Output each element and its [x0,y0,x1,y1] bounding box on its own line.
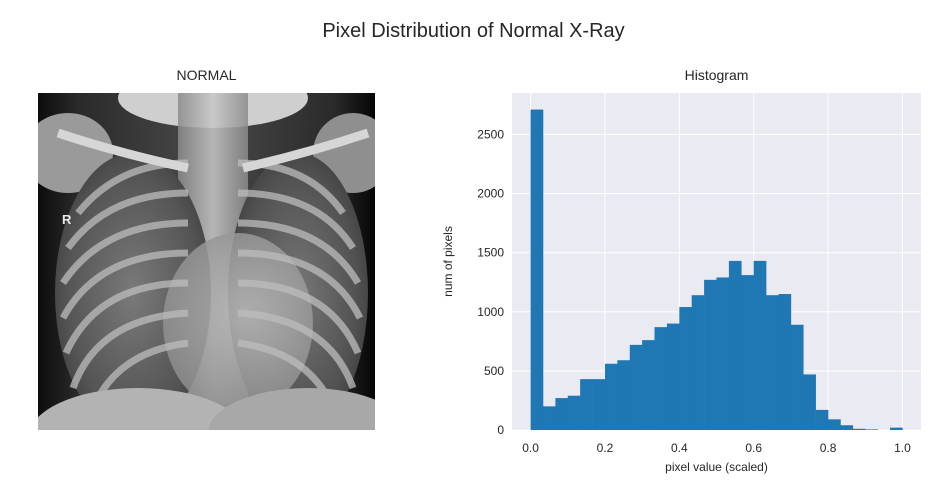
histogram-bar [840,425,854,430]
histogram-bar [852,428,866,430]
histogram-bar [691,295,705,430]
tick-labels: 0.0 0.2 0.4 0.6 0.8 1.0 0 500 1000 1500 2000 2500 [477,127,911,455]
histogram-bar [865,429,878,430]
histogram-bars [530,109,903,430]
y-tick-label: 1000 [477,305,504,319]
chest-xray-image: R [23,68,408,488]
histogram-bar [815,409,829,430]
image-panel-title: NORMAL [176,67,237,83]
histogram-bar [666,323,680,430]
figure-suptitle: Pixel Distribution of Normal X-Ray [322,20,625,42]
histogram-bar [617,360,631,430]
histogram-bar [704,279,717,430]
histogram-bar [716,277,730,430]
histogram-bar [542,406,556,430]
y-axis-label: num of pixels [441,226,455,297]
y-tick-label: 2500 [477,127,504,141]
x-tick-label: 1.0 [894,441,911,455]
histogram-bar [654,327,668,430]
y-tick-label: 500 [484,364,504,378]
histogram-bar [592,379,606,430]
histogram-bar [803,374,816,430]
x-tick-label: 0.2 [597,441,614,455]
x-axis-label: pixel value (scaled) [665,460,768,474]
histogram-bar [890,427,903,430]
histogram-bar [580,379,593,430]
histogram-bar [567,395,581,430]
histogram-bar [629,344,643,430]
histogram-bar [555,398,569,430]
histogram-bar [530,109,544,430]
histogram-bar [741,275,754,430]
chest-xray-drawing: R [23,68,408,488]
histogram-bar [828,419,841,430]
histogram-bar [604,363,618,430]
y-tick-label: 0 [497,423,504,437]
histogram-bar [778,294,792,430]
y-tick-label: 2000 [477,187,504,201]
x-tick-label: 0.4 [671,441,688,455]
x-tick-label: 0.0 [522,441,539,455]
y-tick-label: 1500 [477,246,504,260]
histogram-bar [728,260,742,430]
histogram-bar [766,295,779,430]
histogram-bar [753,260,767,430]
histogram-bar [642,340,655,430]
histogram-bar [679,307,692,430]
histogram-bar [790,324,804,430]
xray-side-marker: R [62,212,72,227]
x-tick-label: 0.6 [745,441,762,455]
histogram-title: Histogram [684,67,749,83]
x-tick-label: 0.8 [820,441,837,455]
